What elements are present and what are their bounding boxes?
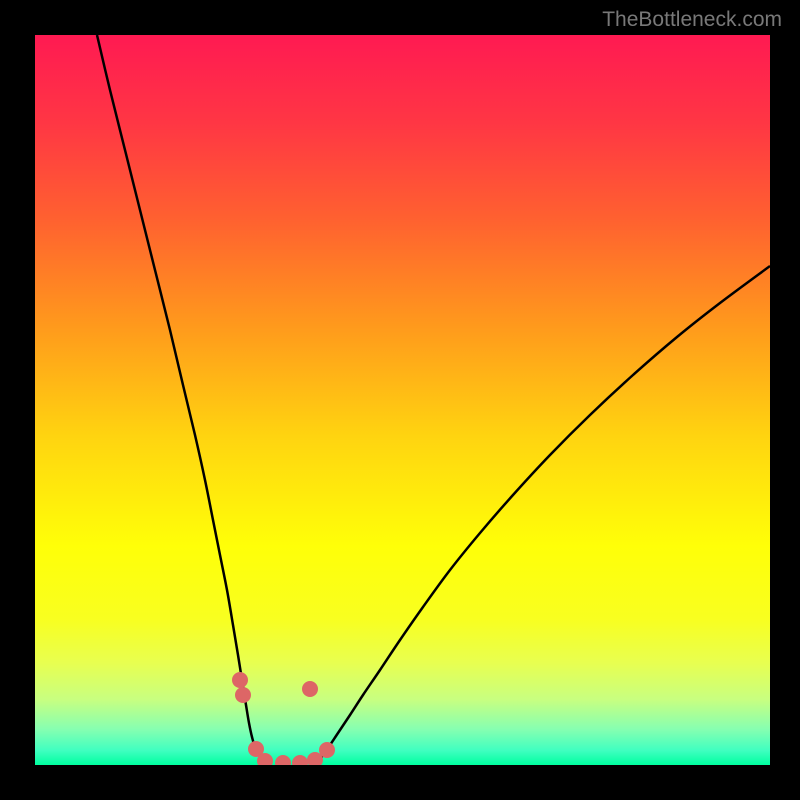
curves-layer (35, 35, 770, 765)
marker-point (319, 742, 335, 758)
curve-left_branch (97, 35, 267, 763)
plot-area (35, 35, 770, 765)
marker-point (275, 755, 291, 765)
marker-point (235, 687, 251, 703)
marker-point (292, 755, 308, 765)
watermark-text: TheBottleneck.com (602, 8, 782, 32)
curve-right_branch (315, 266, 770, 763)
marker-point (302, 681, 318, 697)
marker-point (232, 672, 248, 688)
